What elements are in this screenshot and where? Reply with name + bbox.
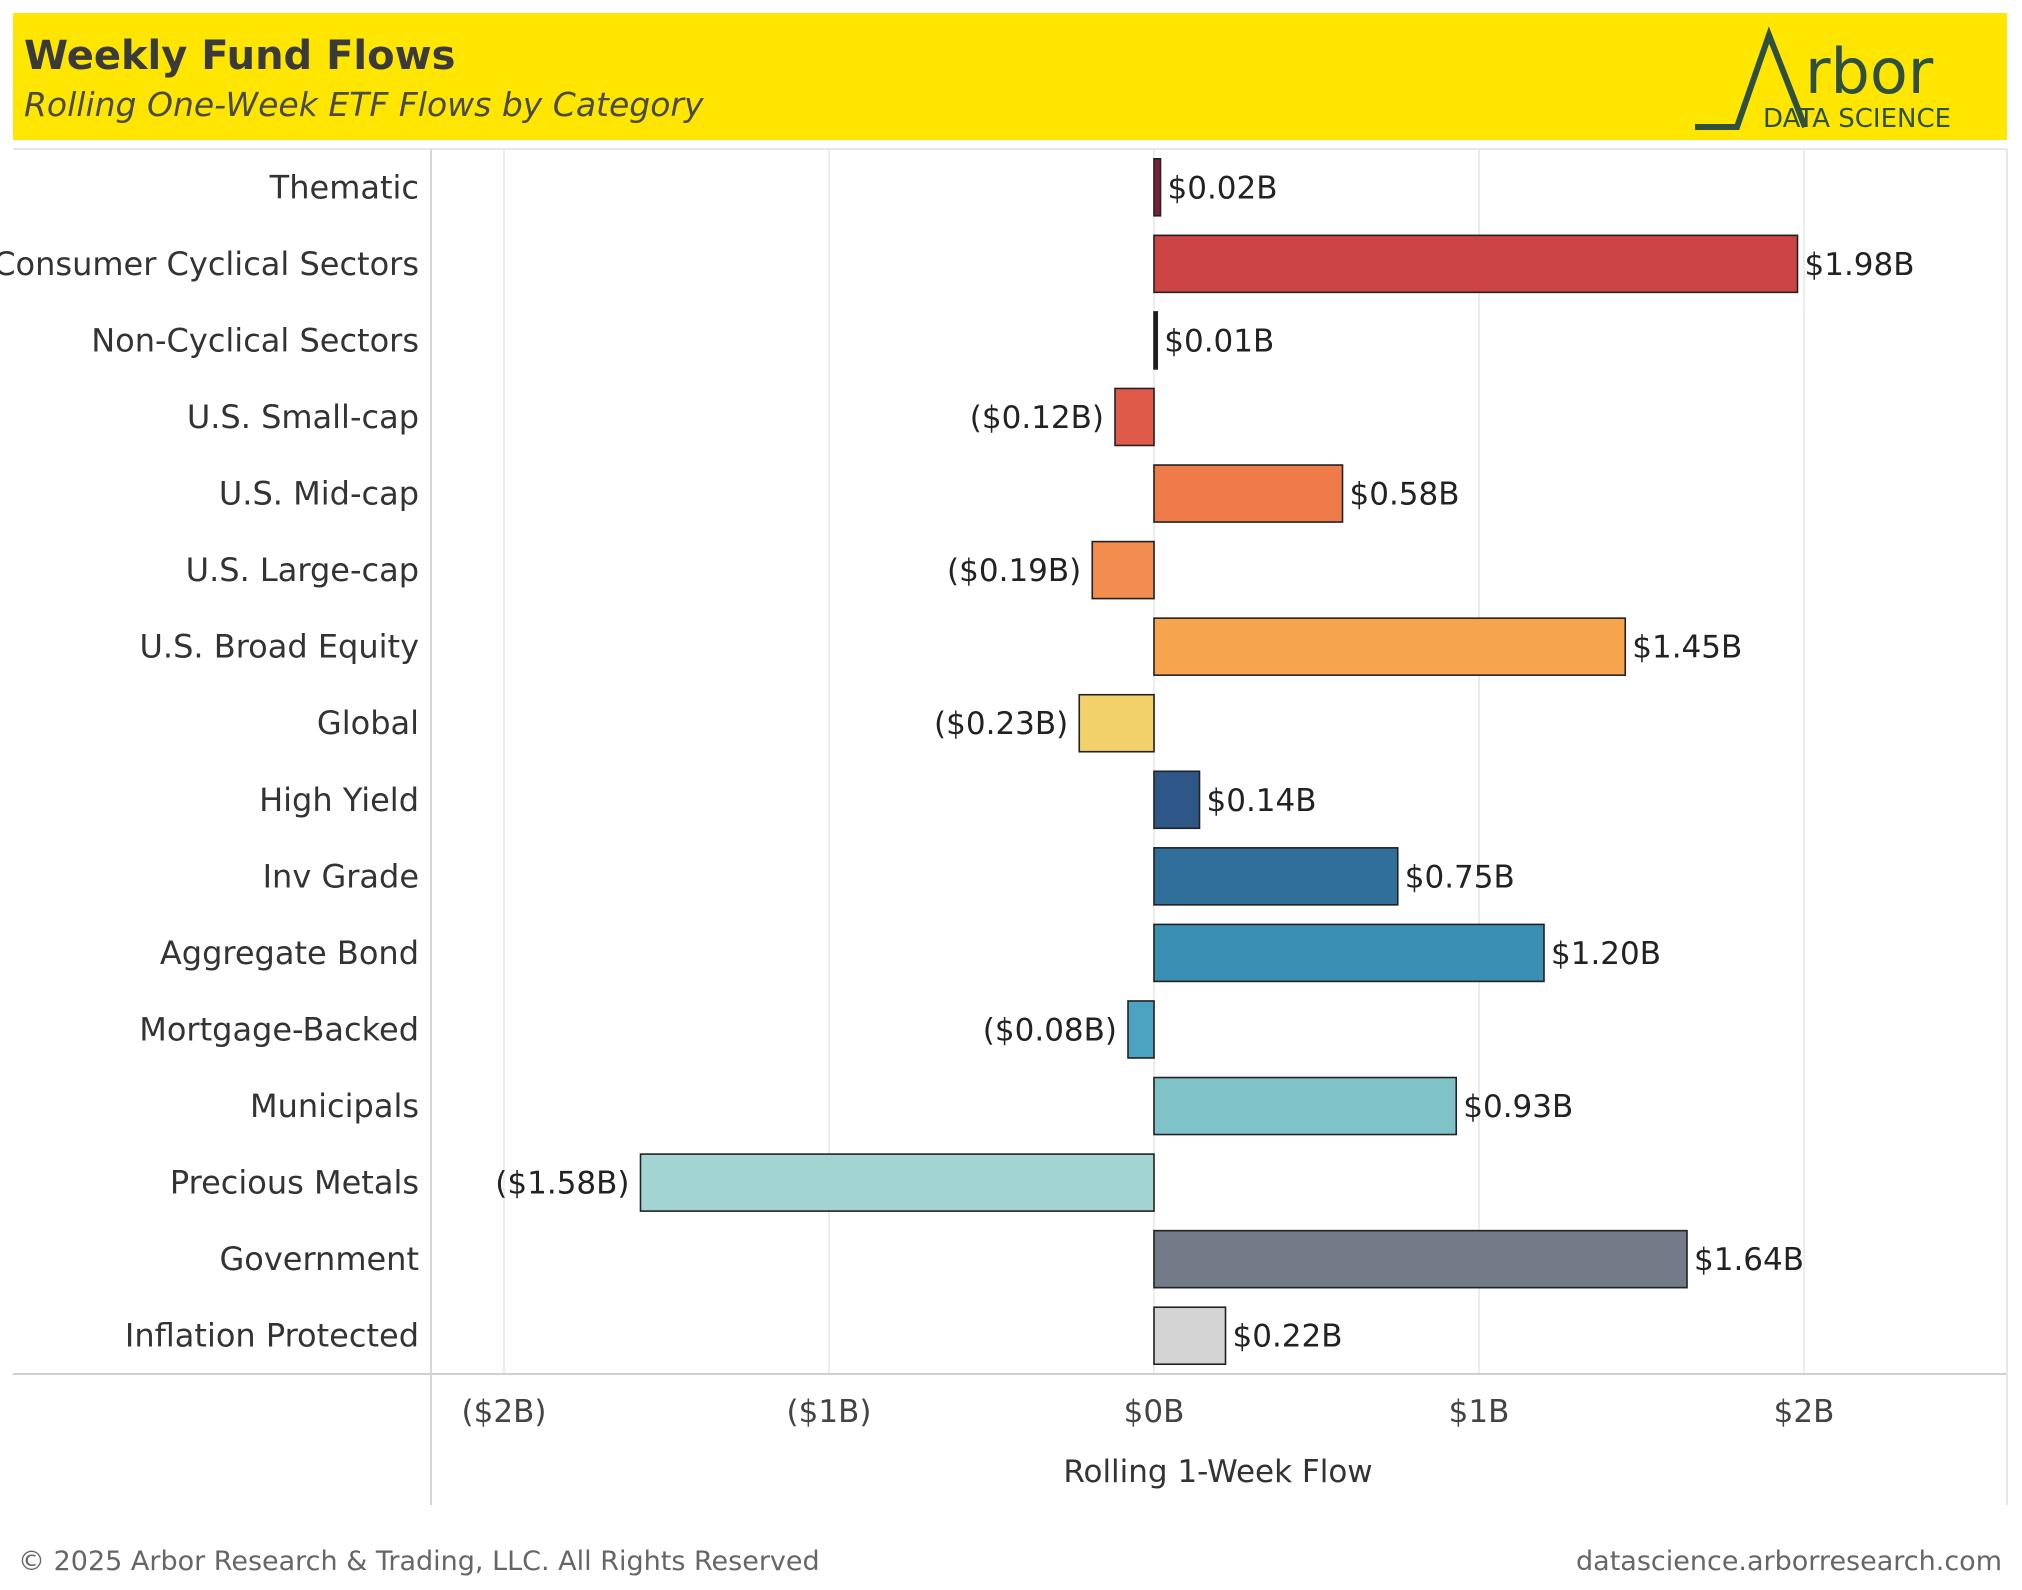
- bar-u-s-broad-equity: [1153, 617, 1627, 676]
- bar-government: [1153, 1229, 1688, 1289]
- data-label: ($0.12B): [970, 400, 1104, 436]
- bar-u-s-small-cap: [1114, 387, 1155, 447]
- chart-frame: [13, 148, 2008, 1505]
- bar-municipals: [1153, 1076, 1458, 1136]
- x-tick-label: ($1B): [787, 1394, 872, 1430]
- arbor-logo: rbor DATA SCIENCE: [1695, 26, 1951, 134]
- category-label: Non-Cyclical Sectors: [91, 321, 419, 359]
- data-label: $0.14B: [1207, 783, 1317, 819]
- bar-inv-grade: [1153, 847, 1399, 906]
- category-label: Municipals: [250, 1087, 419, 1125]
- x-axis-ticks: ($2B) ($1B) $0B $1B $2B: [462, 1394, 1835, 1430]
- labels-layer: Thematic $0.02B Consumer Cyclical Sectors $…: [0, 168, 1915, 1354]
- data-label: $0.93B: [1463, 1089, 1573, 1125]
- category-label: Mortgage-Backed: [139, 1010, 419, 1048]
- logo-mark: [1695, 26, 1808, 130]
- data-label: ($0.19B): [947, 553, 1081, 589]
- data-label: $1.45B: [1632, 630, 1742, 666]
- copyright-text: © 2025 Arbor Research & Trading, LLC. Al…: [18, 1546, 820, 1577]
- bar-non-cyclical-sectors: [1153, 311, 1159, 370]
- data-label: $1.64B: [1694, 1242, 1804, 1278]
- category-label: High Yield: [259, 781, 419, 819]
- data-label: $0.01B: [1164, 323, 1274, 359]
- bar-u-s-mid-cap: [1153, 464, 1344, 523]
- data-label: $1.98B: [1805, 247, 1915, 283]
- bar-u-s-large-cap: [1091, 540, 1155, 600]
- website-url: datascience.arborresearch.com: [1576, 1546, 2002, 1577]
- data-label: ($0.23B): [934, 706, 1068, 742]
- header-banner: Weekly Fund Flows Rolling One-Week ETF F…: [13, 13, 2007, 140]
- data-label: $0.58B: [1350, 477, 1460, 513]
- x-tick-label: $2B: [1774, 1394, 1835, 1430]
- data-label: $0.75B: [1405, 859, 1515, 895]
- category-label: Inflation Protected: [125, 1317, 419, 1355]
- bar-consumer-cyclical-sectors: [1153, 234, 1799, 294]
- data-label: $0.22B: [1233, 1319, 1343, 1355]
- x-axis-title: Rolling 1-Week Flow: [1063, 1454, 1372, 1490]
- bar-thematic: [1153, 157, 1162, 217]
- category-label: Aggregate Bond: [160, 934, 419, 972]
- bar-global: [1078, 693, 1155, 753]
- category-label: U.S. Large-cap: [186, 551, 419, 589]
- category-label: Precious Metals: [170, 1164, 419, 1202]
- category-label: Government: [219, 1240, 419, 1278]
- x-tick-label: $0B: [1124, 1394, 1185, 1430]
- data-label: $0.02B: [1168, 170, 1278, 206]
- bar-precious-metals: [639, 1153, 1155, 1212]
- category-label: Consumer Cyclical Sectors: [0, 245, 419, 283]
- category-label: U.S. Mid-cap: [219, 475, 419, 513]
- bar-inflation-protected: [1153, 1306, 1227, 1366]
- category-label: Thematic: [269, 168, 419, 206]
- data-label: ($0.08B): [983, 1012, 1117, 1048]
- x-tick-label: ($2B): [462, 1394, 547, 1430]
- category-label: U.S. Broad Equity: [139, 628, 419, 666]
- logo-wordmark-tail: rbor: [1805, 35, 1934, 108]
- data-label: ($1.58B): [495, 1166, 629, 1202]
- bar-chart: Thematic $0.02B Consumer Cyclical Sectors $…: [0, 148, 2008, 1505]
- category-label: Inv Grade: [263, 857, 419, 895]
- logo-tagline: DATA SCIENCE: [1763, 104, 1951, 134]
- chart-title: Weekly Fund Flows: [24, 33, 456, 79]
- chart-subtitle: Rolling One-Week ETF Flows by Category: [24, 85, 704, 124]
- x-tick-label: $1B: [1449, 1394, 1510, 1430]
- bars-layer: [639, 157, 1799, 1366]
- category-label: U.S. Small-cap: [187, 398, 419, 436]
- bar-high-yield: [1153, 770, 1201, 830]
- bar-aggregate-bond: [1153, 923, 1545, 983]
- category-label: Global: [317, 704, 419, 742]
- bar-mortgage-backed: [1127, 1000, 1155, 1059]
- data-label: $1.20B: [1551, 936, 1661, 972]
